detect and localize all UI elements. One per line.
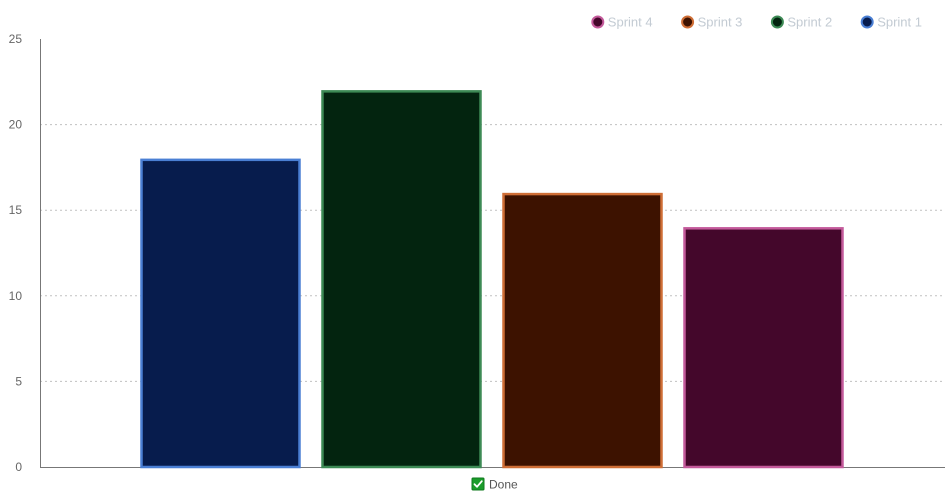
legend: Sprint 4 Sprint 3 Sprint 2 Sprint 1 — [591, 15, 922, 30]
legend-label-sprint-2: Sprint 2 — [787, 15, 832, 30]
y-tick-label-0: 0 — [15, 460, 22, 474]
category-axis: Done — [471, 477, 518, 492]
category-toggle-done[interactable]: Done — [471, 477, 518, 492]
category-label-done: Done — [489, 478, 518, 492]
legend-marker-sprint-4 — [591, 15, 605, 29]
legend-label-sprint-1: Sprint 1 — [877, 15, 922, 30]
y-tick-label-10: 10 — [9, 289, 23, 303]
checkmark-icon — [473, 480, 483, 488]
bar-sprint-3[interactable] — [502, 192, 663, 469]
bar-sprint-4[interactable] — [683, 227, 844, 469]
y-tick-label-20: 20 — [9, 118, 23, 132]
y-tick-label-25: 25 — [9, 32, 23, 46]
legend-label-sprint-4: Sprint 4 — [608, 15, 653, 30]
bars — [140, 90, 844, 469]
legend-item-sprint-4[interactable]: Sprint 4 — [591, 15, 653, 30]
bar-sprint-1[interactable] — [140, 158, 301, 469]
legend-marker-sprint-2 — [770, 15, 784, 29]
legend-item-sprint-1[interactable]: Sprint 1 — [860, 15, 922, 30]
legend-label-sprint-3: Sprint 3 — [698, 15, 743, 30]
y-tick-label-5: 5 — [15, 374, 22, 388]
legend-marker-sprint-3 — [681, 15, 695, 29]
legend-item-sprint-2[interactable]: Sprint 2 — [770, 15, 832, 30]
legend-item-sprint-3[interactable]: Sprint 3 — [681, 15, 743, 30]
bar-sprint-2[interactable] — [321, 90, 482, 469]
legend-marker-sprint-1 — [860, 15, 874, 29]
y-tick-label-15: 15 — [9, 203, 23, 217]
